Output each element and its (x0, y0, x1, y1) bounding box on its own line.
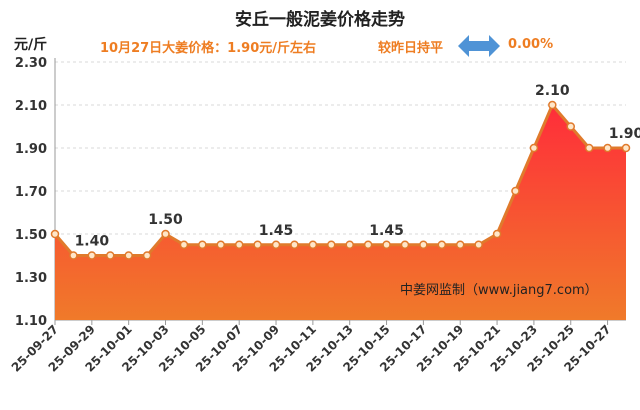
compare-text: 较昨日持平 (378, 41, 444, 56)
y-tick-label: 1.50 (15, 228, 47, 243)
data-point (124, 251, 133, 260)
data-point (216, 240, 226, 249)
data-point (584, 143, 594, 153)
data-point (161, 229, 170, 239)
data-label: 1.45 (259, 223, 294, 239)
data-point (50, 229, 60, 239)
data-point (106, 251, 115, 260)
price-summary: 10月27日大姜价格：1.90元/斤左右 (100, 41, 317, 56)
data-point (529, 143, 539, 153)
data-point (87, 251, 97, 260)
price-line (53, 103, 626, 257)
data-point (437, 240, 447, 249)
watermark: 中姜网监制（www.jiang7.com） (400, 283, 598, 298)
data-label: 2.10 (535, 83, 570, 99)
data-point (566, 122, 575, 131)
y-tick-label: 1.70 (15, 185, 47, 200)
data-label: 1.50 (148, 212, 183, 228)
data-label: 1.90 (609, 126, 640, 142)
data-point (603, 143, 612, 153)
double-arrow-icon (458, 35, 500, 57)
y-axis-unit: 元/斤 (14, 37, 48, 53)
y-tick-label: 2.10 (15, 99, 47, 114)
data-label: 1.45 (369, 223, 404, 239)
y-tick-label: 2.30 (15, 56, 47, 71)
data-point (363, 240, 373, 249)
data-point (474, 240, 483, 249)
data-point (290, 240, 299, 249)
data-point (548, 100, 557, 110)
data-label: 1.40 (75, 234, 110, 250)
data-point (179, 240, 189, 249)
data-point (345, 240, 354, 249)
data-point (271, 240, 281, 249)
data-point (234, 240, 244, 249)
data-point (511, 186, 520, 196)
data-point (621, 143, 631, 153)
data-point (419, 240, 428, 249)
data-point (382, 240, 391, 249)
chart-title: 安丘一般泥姜价格走势 (235, 10, 405, 30)
data-point (400, 240, 410, 249)
data-point (198, 240, 207, 249)
y-tick-label: 1.10 (15, 314, 47, 329)
data-point (455, 240, 465, 249)
data-point (327, 240, 336, 249)
y-tick-label: 1.30 (15, 271, 47, 286)
y-tick-label: 1.90 (15, 142, 47, 157)
data-point (492, 229, 502, 239)
data-point (253, 240, 262, 249)
change-percent: 0.00% (508, 37, 554, 52)
data-point (142, 251, 152, 260)
price-area (55, 105, 626, 320)
data-point (69, 251, 78, 260)
data-point (308, 240, 318, 249)
